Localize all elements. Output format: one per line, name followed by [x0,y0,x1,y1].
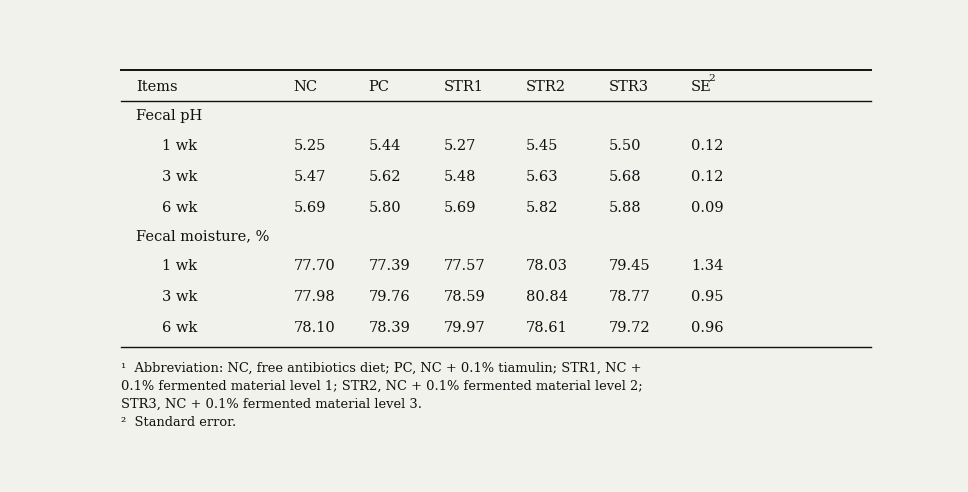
Text: Items: Items [136,80,178,93]
Text: 5.68: 5.68 [609,170,641,184]
Text: STR2: STR2 [527,80,566,93]
Text: 78.59: 78.59 [443,290,485,304]
Text: 0.95: 0.95 [691,290,724,304]
Text: 1 wk: 1 wk [163,139,197,153]
Text: 77.39: 77.39 [369,259,410,273]
Text: 78.03: 78.03 [527,259,568,273]
Text: 5.25: 5.25 [293,139,326,153]
Text: 6 wk: 6 wk [163,201,197,215]
Text: 5.63: 5.63 [527,170,559,184]
Text: 1 wk: 1 wk [163,259,197,273]
Text: 0.12: 0.12 [691,139,723,153]
Text: 6 wk: 6 wk [163,321,197,335]
Text: Fecal moisture, %: Fecal moisture, % [136,230,269,244]
Text: 78.77: 78.77 [609,290,650,304]
Text: 5.27: 5.27 [443,139,476,153]
Text: 5.82: 5.82 [527,201,559,215]
Text: 3 wk: 3 wk [163,170,197,184]
Text: 79.72: 79.72 [609,321,650,335]
Text: ²  Standard error.: ² Standard error. [121,416,236,429]
Text: 5.62: 5.62 [369,170,401,184]
Text: PC: PC [369,80,389,93]
Text: 79.97: 79.97 [443,321,485,335]
Text: 5.69: 5.69 [293,201,326,215]
Text: 80.84: 80.84 [527,290,568,304]
Text: 5.69: 5.69 [443,201,476,215]
Text: STR1: STR1 [443,80,483,93]
Text: 77.70: 77.70 [293,259,335,273]
Text: SE: SE [691,80,711,93]
Text: 5.45: 5.45 [527,139,559,153]
Text: 0.12: 0.12 [691,170,723,184]
Text: STR3, NC + 0.1% fermented material level 3.: STR3, NC + 0.1% fermented material level… [121,398,422,411]
Text: 78.61: 78.61 [527,321,568,335]
Text: 77.98: 77.98 [293,290,335,304]
Text: 2: 2 [709,74,715,83]
Text: STR3: STR3 [609,80,649,93]
Text: 3 wk: 3 wk [163,290,197,304]
Text: Fecal pH: Fecal pH [136,109,202,123]
Text: 0.96: 0.96 [691,321,724,335]
Text: 79.76: 79.76 [369,290,410,304]
Text: 5.44: 5.44 [369,139,401,153]
Text: 5.80: 5.80 [369,201,401,215]
Text: 0.1% fermented material level 1; STR2, NC + 0.1% fermented material level 2;: 0.1% fermented material level 1; STR2, N… [121,379,643,393]
Text: 5.50: 5.50 [609,139,641,153]
Text: 5.47: 5.47 [293,170,326,184]
Text: 78.10: 78.10 [293,321,335,335]
Text: 78.39: 78.39 [369,321,410,335]
Text: 5.88: 5.88 [609,201,641,215]
Text: NC: NC [293,80,318,93]
Text: 77.57: 77.57 [443,259,485,273]
Text: ¹  Abbreviation: NC, free antibiotics diet; PC, NC + 0.1% tiamulin; STR1, NC +: ¹ Abbreviation: NC, free antibiotics die… [121,361,642,374]
Text: 79.45: 79.45 [609,259,650,273]
Text: 0.09: 0.09 [691,201,724,215]
Text: 5.48: 5.48 [443,170,476,184]
Text: 1.34: 1.34 [691,259,723,273]
